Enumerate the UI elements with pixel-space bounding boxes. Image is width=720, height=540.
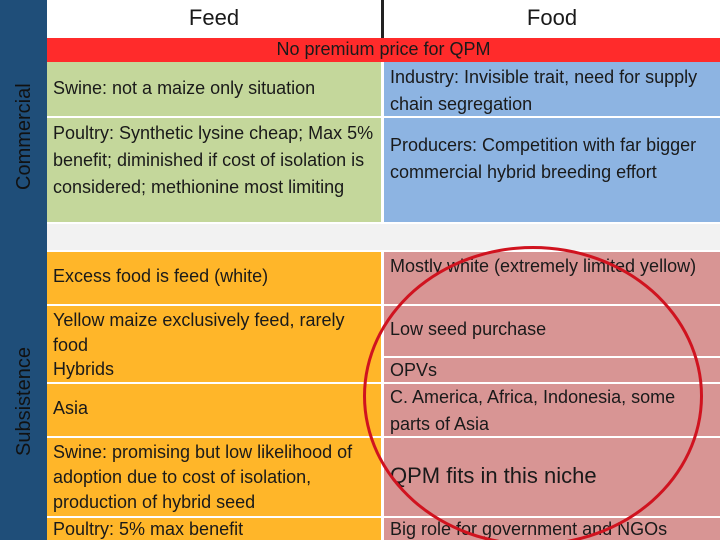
commercial-food-industry: Industry: Invisible trait, need for supp… bbox=[384, 62, 720, 116]
commercial-feed-poultry: Poultry: Synthetic lysine cheap; Max 5% … bbox=[47, 118, 381, 222]
subsistence-feed-hybrids: Hybrids bbox=[47, 358, 381, 382]
subsistence-feed-asia: Asia bbox=[47, 384, 381, 436]
subsistence-feed-poultry: Poultry: 5% max benefit bbox=[47, 518, 381, 540]
spacer-row bbox=[47, 224, 720, 250]
highlight-circle bbox=[363, 246, 703, 540]
subsistence-label: Subsistence bbox=[13, 347, 35, 456]
side-band bbox=[0, 0, 47, 540]
no-premium-banner: No premium price for QPM bbox=[47, 38, 720, 62]
commercial-food-producers: Producers: Competition with far bigger c… bbox=[384, 118, 720, 222]
subsistence-feed-yellow: Yellow maize exclusively feed, rarely fo… bbox=[47, 306, 381, 358]
commercial-label: Commercial bbox=[13, 83, 35, 190]
food-header: Food bbox=[384, 0, 720, 38]
subsistence-feed-excess: Excess food is feed (white) bbox=[47, 252, 381, 304]
feed-header: Feed bbox=[47, 0, 381, 38]
header-divider bbox=[381, 0, 384, 38]
commercial-feed-swine: Swine: not a maize only situation bbox=[47, 62, 381, 116]
subsistence-feed-swine: Swine: promising but low likelihood of a… bbox=[47, 438, 381, 516]
